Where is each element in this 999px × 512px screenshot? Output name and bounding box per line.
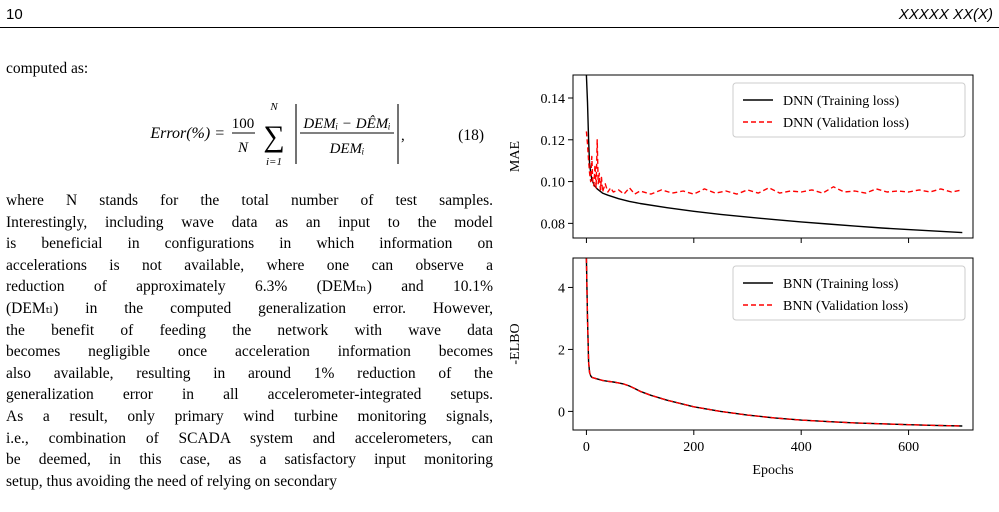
x-tick-label: 400 (791, 440, 812, 455)
equation-coef-den: N (237, 140, 249, 156)
legend-box (732, 265, 966, 321)
body-paragraph: where N stands for the total number of t… (6, 190, 493, 492)
body-line: becomes negligible once acceleration inf… (6, 343, 493, 361)
body-line: setup, thus avoiding the need of relying… (6, 472, 338, 490)
equation-lhs: Error(%) = (149, 125, 225, 142)
plot-frame-1 (572, 74, 974, 239)
body-line: where N stands for the total number of t… (6, 192, 493, 209)
y-tick-label: 4 (558, 281, 565, 296)
journal-name: XXXXX XX(X) (898, 6, 993, 23)
x-tick-label: 0 (583, 440, 590, 455)
y-tick-label: 0.12 (541, 134, 566, 149)
x-tick-label: 200 (683, 440, 704, 455)
equation: Error(%) = 100 N N ∑ i=1 DEMᵢ − DÊMᵢ DEM… (149, 101, 484, 168)
y-tick-label: 0.08 (541, 217, 566, 232)
body-line: also available, resulting in around 1% r… (6, 364, 493, 382)
equation-frac-den: DEMᵢ (329, 141, 365, 157)
body-line: (DEMₜₗ) in the computed generalization e… (6, 299, 493, 317)
series-line-1-1 (585, 74, 963, 234)
y-axis-label: -ELBO (508, 323, 523, 364)
x-tick-label: 600 (898, 440, 919, 455)
series-line-2-2 (585, 257, 963, 427)
equation-sum-upper: N (269, 101, 278, 113)
header-rule (0, 27, 999, 28)
body-line: As a result, only primary wind turbine m… (6, 407, 493, 425)
equation-sum-lower: i=1 (266, 156, 282, 168)
legend-label: BNN (Training loss) (783, 277, 899, 292)
equation-sum-symbol: ∑ (263, 120, 284, 153)
y-tick-label: 0 (558, 405, 565, 420)
body-line: reduction of approximately 6.3% (DEMₜₙ) … (6, 278, 493, 296)
equation-coef-num: 100 (232, 116, 255, 132)
body-line: i.e., combination of SCADA system and ac… (6, 429, 493, 447)
intro-text: computed as: (6, 60, 89, 77)
y-tick-label: 0.14 (541, 92, 566, 107)
body-line: accelerations is not available, where on… (6, 256, 493, 274)
legend-label: DNN (Training loss) (783, 94, 899, 109)
body-line: is beneficial in configurations in which… (6, 235, 493, 253)
y-tick-label: 2 (558, 343, 565, 358)
legend-label: BNN (Validation loss) (783, 299, 909, 314)
body-line: Interestingly, including wave data as an… (6, 213, 493, 231)
equation-comma: , (401, 128, 405, 144)
body-line: generalization error in all acceleromete… (6, 386, 493, 404)
y-tick-label: 0.10 (541, 176, 566, 191)
equation-number: (18) (458, 127, 484, 144)
legend-label: DNN (Validation loss) (783, 116, 909, 131)
page-number: 10 (6, 6, 23, 23)
equation-frac-num: DEMᵢ − DÊMᵢ (302, 115, 390, 132)
y-axis-label: MAE (508, 141, 523, 172)
x-axis-label: Epochs (752, 463, 793, 478)
body-line: the benefit of feeding the network with … (6, 321, 493, 339)
legend-box (732, 82, 966, 138)
series-line-1-2 (585, 131, 963, 195)
loss-figure: 0.08 0.10 0.12 0.14 MAE DNN (Training loss) DN… (508, 74, 974, 478)
body-line: be deemed, in this case, as a satisfacto… (6, 451, 493, 469)
plot-frame-2 (572, 257, 974, 431)
